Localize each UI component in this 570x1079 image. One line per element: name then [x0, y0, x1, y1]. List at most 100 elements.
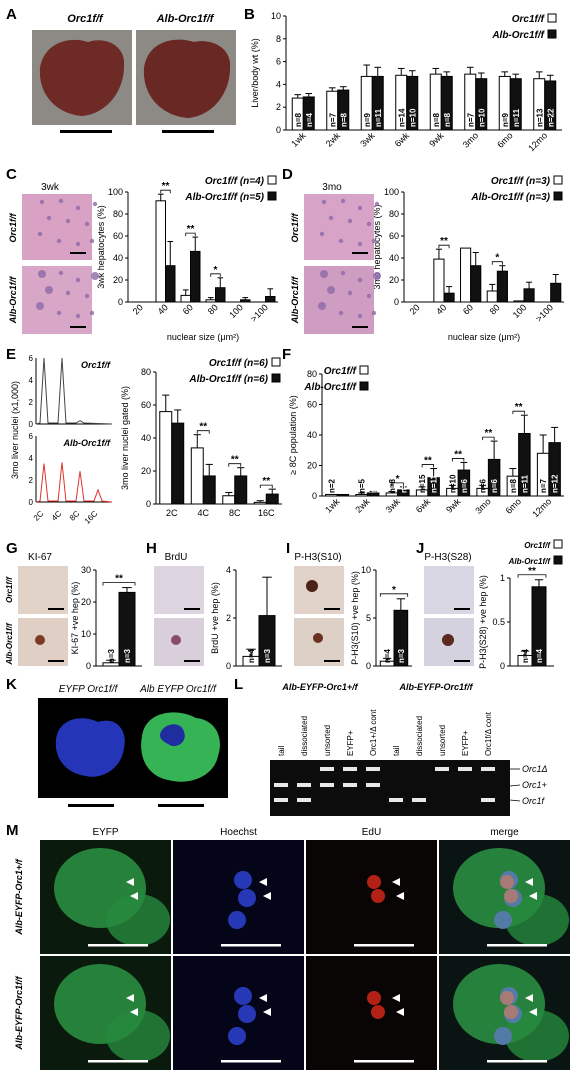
gel-band-8-0	[458, 767, 472, 771]
panel-k-label-2: Alb EYFP Orc1f/f	[139, 684, 217, 695]
eflow-xtick-1: 4C	[50, 509, 64, 523]
gel-band-0-1	[274, 783, 288, 787]
sig-bracket-d-1	[491, 261, 503, 265]
panel-g-ihc: KI-67 Orc1f/f Alb-Orc1f/f	[5, 552, 68, 666]
bar-d-s1-c1	[443, 292, 455, 303]
m-edu-nucleus-0-3-1	[504, 889, 518, 903]
m-arrowhead-0-0-1	[130, 892, 138, 900]
ytick-label-h-0: 0	[226, 661, 231, 671]
xtick-label-f-4: 9wk	[444, 496, 463, 515]
sig-bracket-c-0	[160, 189, 171, 194]
he-nucleus-0-0	[39, 199, 45, 205]
nlabel-b-s1-c1: n=8	[339, 112, 348, 127]
panel-a-livers: Orc1f/f Alb-Orc1f/f	[32, 13, 236, 133]
sig-bracket-i	[379, 593, 409, 597]
gel-lane-label-6: dissociated	[415, 716, 424, 756]
xtick-label-b-7: 12mo	[526, 130, 549, 153]
panel-a-label-1: Orc1f/f	[67, 13, 104, 25]
he-nucleus-1-4	[347, 290, 353, 296]
ytick-label-c-1: 20	[113, 275, 123, 285]
ytick-label-d-3: 60	[389, 231, 399, 241]
ytick-label-d-1: 20	[389, 275, 399, 285]
xtick-label-d-3: 80	[488, 302, 502, 316]
panel-letter-a: A	[6, 6, 17, 23]
he-nucleus-1-5	[366, 293, 372, 299]
legend-swatch-j-1	[553, 555, 563, 565]
he-nucleus-0-9	[92, 201, 98, 207]
m-edu-nucleus-1-3-1	[504, 1005, 518, 1019]
xtick-label-f-3: 6wk	[414, 496, 433, 515]
gel-lane-label-8: EYFP+	[461, 730, 470, 756]
m-edu-nucleus-1-3-0	[500, 991, 514, 1005]
xtick-label-b-2: 3wk	[358, 130, 377, 149]
gel-lane-label-2: unsorted	[323, 725, 332, 756]
bar-c-s1-c4	[240, 299, 251, 303]
m-nucleus-0-1-2	[228, 911, 246, 929]
ihc-i-positive-nucleus-1	[306, 580, 318, 592]
ytick-label-f-1: 20	[307, 461, 317, 471]
legend-swatch-f-0	[359, 365, 369, 375]
he-nucleus-1-7	[56, 310, 62, 316]
ytick-label-g-0: 0	[86, 661, 91, 671]
m-scale-bar-0-0	[88, 944, 148, 947]
gel-background	[270, 760, 510, 816]
bar-c-s1-c5	[265, 296, 276, 303]
nlabel-f-s1-c1: n=5	[369, 478, 378, 493]
m-nucleus-1-1-1	[238, 1005, 256, 1023]
gel-band-9-2	[481, 798, 495, 802]
bar-c-s0-c2	[180, 294, 191, 303]
ytick-label-j-1: 0.5	[492, 617, 505, 627]
ylabel-f: ≥ 8C population (%)	[288, 395, 298, 474]
sig-label-c-1: **	[187, 224, 195, 235]
bar-e-s0-c2	[222, 495, 236, 505]
gel-lane-label-5: tail	[392, 746, 401, 756]
he-nucleus-1-8	[75, 313, 81, 319]
panel-h-title: BrdU	[165, 552, 188, 563]
m-cell-green-b-1-3	[505, 1010, 569, 1062]
ytick-label-g-1: 10	[81, 629, 91, 639]
k-liver-control	[55, 718, 125, 777]
m-scale-bar-0-2	[354, 944, 414, 947]
he-nucleus-1-8	[357, 313, 363, 319]
ytick-label-b-2: 4	[276, 79, 281, 89]
panel-i-title: P-H3(S10)	[294, 552, 341, 563]
m-nucleus-1-1-2	[228, 1027, 246, 1045]
m-scale-bar-1-3	[487, 1060, 547, 1063]
xtick-label-f-0: 1wk	[323, 496, 342, 515]
sig-label-j: **	[528, 566, 536, 577]
m-nucleus-1-1-0	[234, 987, 252, 1005]
legend-swatch-c-0	[267, 175, 277, 185]
bar-c-s0-c1	[155, 200, 166, 303]
sig-label-e-2: **	[262, 476, 270, 487]
sig-bracket-e-1	[228, 463, 242, 467]
sig-label-f-3: **	[484, 428, 492, 439]
legend-swatch-b-0	[547, 13, 557, 23]
panel-d-row-label-2: Alb-Orc1f/f	[290, 276, 300, 325]
bar-f-s1-c1	[366, 492, 380, 497]
chart-e-flow-histogram: 3mo liver nuclei (x1,000) 0 2 4 6 Orc1f/f 0 2 4 6…	[10, 354, 113, 526]
he-nucleus-0-2	[75, 205, 81, 211]
scale-bar-i1	[324, 608, 340, 610]
he-cells-d	[318, 198, 381, 319]
scale-bar-a2	[162, 130, 214, 133]
scale-bar-g1	[48, 608, 64, 610]
m-arrowhead-1-2-0	[392, 994, 400, 1002]
m-arrowhead-1-3-1	[529, 1008, 537, 1016]
panel-i-ihc: P-H3(S10)	[294, 552, 344, 666]
bar-e-s1-c0	[171, 422, 185, 505]
ytick-label-f-3: 60	[307, 400, 317, 410]
m-arrowhead-1-0-0	[126, 994, 134, 1002]
ylabel-i: P-H3(S10) +ve hep (%)	[350, 571, 360, 665]
m-arrowhead-1-1-0	[259, 994, 267, 1002]
xtick-label-f-5: 3mo	[473, 496, 492, 515]
he-nucleus-1-2	[357, 277, 363, 283]
ytick-label-f-0: 0	[312, 491, 317, 501]
m-edu-nucleus-1-2-1	[371, 1005, 385, 1019]
bar-f-s0-c1	[355, 493, 368, 497]
ytick-label-b-5: 10	[271, 11, 281, 21]
m-scale-bar-0-1	[221, 944, 281, 947]
ytick-label-e-4: 80	[141, 367, 151, 377]
he-nucleus-0-9	[374, 201, 380, 207]
